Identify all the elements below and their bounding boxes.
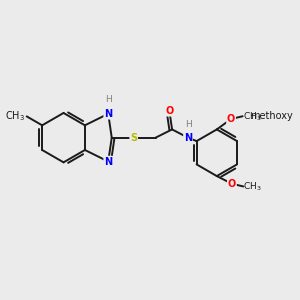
Text: CH$_3$: CH$_3$ — [243, 110, 261, 122]
Text: N: N — [184, 133, 192, 143]
Text: O: O — [165, 106, 173, 116]
Text: CH$_3$: CH$_3$ — [5, 110, 25, 123]
Text: N: N — [104, 109, 112, 119]
Text: methoxy: methoxy — [250, 111, 293, 121]
Text: O: O — [228, 179, 236, 189]
Text: H: H — [185, 120, 192, 129]
Text: O: O — [227, 114, 235, 124]
Text: N: N — [104, 157, 112, 166]
Text: CH$_3$: CH$_3$ — [243, 180, 262, 193]
Text: H: H — [105, 95, 112, 104]
Text: S: S — [130, 133, 137, 143]
